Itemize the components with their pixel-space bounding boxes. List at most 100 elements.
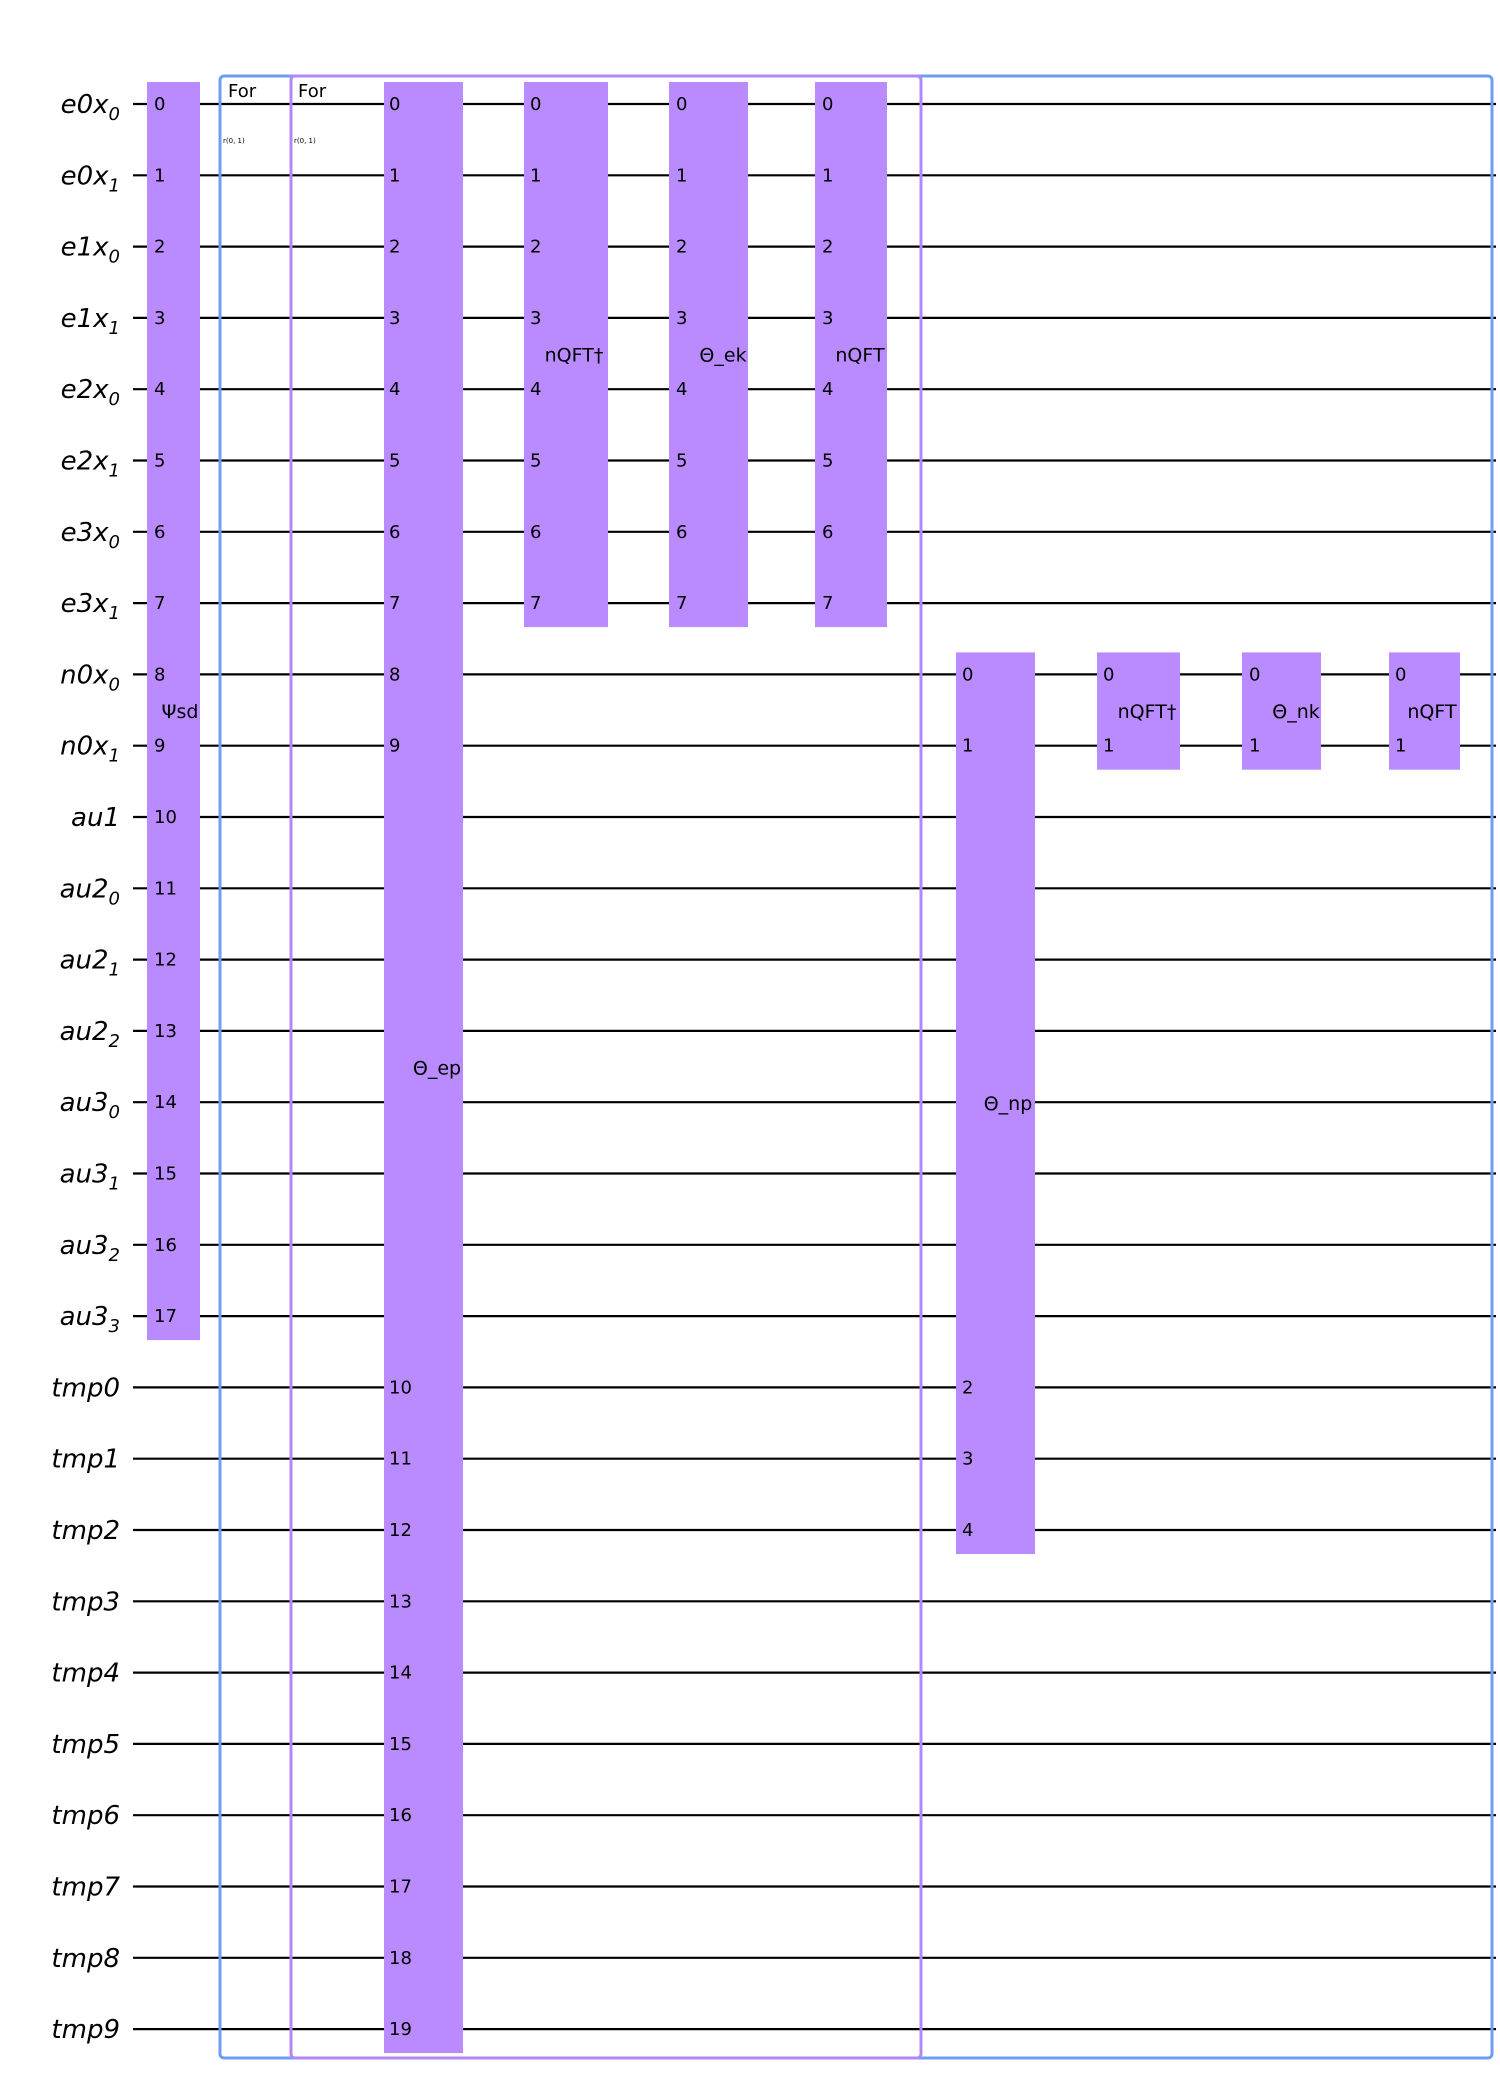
gate-pin-label: 3	[822, 308, 833, 329]
qubit-label-name: n0x	[60, 732, 109, 762]
qubit-label-subscript: 0	[109, 1102, 120, 1123]
gate-pin-label: 15	[154, 1164, 177, 1185]
gate-label: nQFT†	[545, 345, 604, 367]
gate-pin-label: 15	[389, 1734, 412, 1755]
qubit-label: tmp1	[51, 1445, 120, 1475]
gate-pin-label: 0	[1249, 664, 1260, 685]
qubit-label-name: au3	[60, 1302, 109, 1332]
qubit-label: tmp6	[51, 1801, 120, 1831]
gate-pin-label: 0	[962, 664, 973, 685]
qubit-label-subscript: 1	[109, 603, 120, 624]
qubit-label-name: au3	[60, 1231, 109, 1261]
qubit-label-name: e2x	[61, 375, 110, 405]
qubit-label-name: au1	[71, 803, 120, 833]
qubit-label: e1x0	[61, 233, 120, 268]
gate-pin-label: 1	[962, 736, 973, 757]
gate-theta-ek: Θ_ek 0 1 2 3 4 5 6 7	[669, 82, 748, 628]
gate-pin-label: 2	[962, 1377, 973, 1398]
gate-label: Θ_ek	[699, 345, 746, 367]
qubit-label: tmp5	[51, 1730, 120, 1760]
qubit-label-subscript: 0	[109, 104, 120, 125]
qubit-label-name: tmp1	[51, 1445, 120, 1475]
gate-pin-label: 17	[154, 1306, 177, 1327]
qubit-label: au20	[60, 874, 120, 909]
gate-pin-label: 0	[530, 94, 541, 115]
qubit-labels: e0x0e0x1e1x0e1x1e2x0e2x1e3x0e3x1n0x0n0x1…	[51, 90, 120, 2045]
qubit-label-subscript: 1	[109, 960, 120, 981]
qubit-label-subscript: 1	[109, 461, 120, 482]
qubit-label-name: au2	[60, 946, 109, 976]
qubit-label: au1	[71, 803, 120, 833]
gate-body	[669, 82, 748, 628]
qubit-label-name: au2	[60, 874, 109, 904]
gate-pin-label: 2	[822, 237, 833, 258]
gate-pin-label: 3	[154, 308, 165, 329]
gate-pin-label: 1	[676, 165, 687, 186]
gate-pin-label: 7	[154, 593, 165, 614]
gate-pin-label: 17	[389, 1877, 412, 1898]
qubit-label-subscript: 1	[109, 175, 120, 196]
gate-label: nQFT	[835, 345, 885, 367]
gate-body	[1242, 652, 1321, 770]
gate-pin-label: 1	[389, 165, 400, 186]
qubit-label: e3x1	[61, 589, 120, 624]
gate-pin-label: 2	[676, 237, 687, 258]
gate-pin-label: 16	[154, 1235, 177, 1256]
qubit-label-name: tmp6	[51, 1801, 120, 1831]
qubit-label: n0x0	[60, 660, 120, 695]
qubit-label-name: au3	[60, 1160, 109, 1190]
qubit-label: tmp2	[51, 1516, 120, 1546]
gate-pin-label: 0	[154, 94, 165, 115]
qubit-label-name: n0x	[60, 660, 109, 690]
qubit-label-name: e3x	[61, 518, 110, 548]
qubit-label: n0x1	[60, 732, 120, 767]
gate-pin-label: 18	[389, 1948, 412, 1969]
gate-theta-np: Θ_np 0 1 2 3 4	[956, 652, 1035, 1554]
qubit-label: au30	[60, 1088, 120, 1123]
gate-pin-label: 7	[822, 593, 833, 614]
gate-pin-label: 2	[154, 237, 165, 258]
qubit-label-subscript: 0	[109, 532, 120, 553]
qubit-label: e2x1	[61, 447, 120, 482]
for-loop-label: For	[228, 81, 257, 102]
qubit-label-name: e0x	[61, 90, 110, 120]
qubit-label: tmp8	[51, 1944, 120, 1974]
qubit-label-name: au3	[60, 1088, 109, 1118]
gate-pin-label: 8	[154, 664, 165, 685]
qubit-label-name: tmp9	[51, 2015, 120, 2045]
gate-pin-label: 3	[389, 308, 400, 329]
gate-blocks: Ψsd01234567891011121314151617Θ_ep0123456…	[147, 82, 1460, 2054]
gate-pin-label: 10	[154, 807, 177, 828]
gate-body	[1389, 652, 1460, 770]
gate-pin-label: 2	[389, 237, 400, 258]
qubit-label-name: e0x	[61, 161, 110, 191]
gate-label: nQFT†	[1118, 701, 1177, 723]
qubit-label: au31	[60, 1160, 120, 1195]
for-loop-range: r(0, 1)	[223, 137, 245, 145]
qubit-label-subscript: 1	[109, 1174, 120, 1195]
gate-pin-label: 9	[154, 736, 165, 757]
qubit-label-name: tmp5	[51, 1730, 120, 1760]
gate-pin-label: 12	[154, 950, 177, 971]
for-loop-border	[289, 74, 923, 2060]
gate-pin-label: 19	[389, 2019, 412, 2040]
gate-body	[956, 652, 1035, 1554]
gate-pin-label: 6	[676, 522, 687, 543]
gate-label: Θ_np	[984, 1093, 1033, 1115]
gate-pin-label: 8	[389, 664, 400, 685]
qubit-label: tmp9	[51, 2015, 120, 2045]
gate-body	[384, 82, 463, 2054]
qubit-label-subscript: 0	[109, 247, 120, 268]
gate-body	[524, 82, 608, 628]
for-loop-inner: For r(0, 1)	[289, 74, 923, 2060]
qubit-label: tmp4	[51, 1659, 120, 1689]
gate-pin-label: 6	[822, 522, 833, 543]
gate-pin-label: 0	[1395, 664, 1406, 685]
gate-pin-label: 1	[154, 165, 165, 186]
gate-nqft-e: nQFT 0 1 2 3 4 5 6 7	[815, 82, 887, 628]
qubit-label-subscript: 1	[109, 746, 120, 767]
